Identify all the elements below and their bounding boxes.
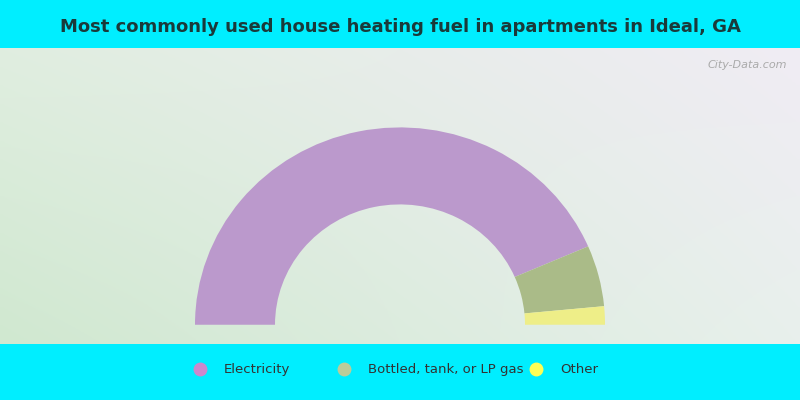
Text: Other: Other bbox=[560, 363, 598, 376]
Wedge shape bbox=[525, 306, 605, 325]
Wedge shape bbox=[195, 128, 588, 325]
Text: Bottled, tank, or LP gas: Bottled, tank, or LP gas bbox=[368, 363, 523, 376]
Text: City-Data.com: City-Data.com bbox=[708, 60, 787, 70]
Wedge shape bbox=[514, 246, 604, 314]
Text: Most commonly used house heating fuel in apartments in Ideal, GA: Most commonly used house heating fuel in… bbox=[59, 18, 741, 36]
Text: Electricity: Electricity bbox=[224, 363, 290, 376]
